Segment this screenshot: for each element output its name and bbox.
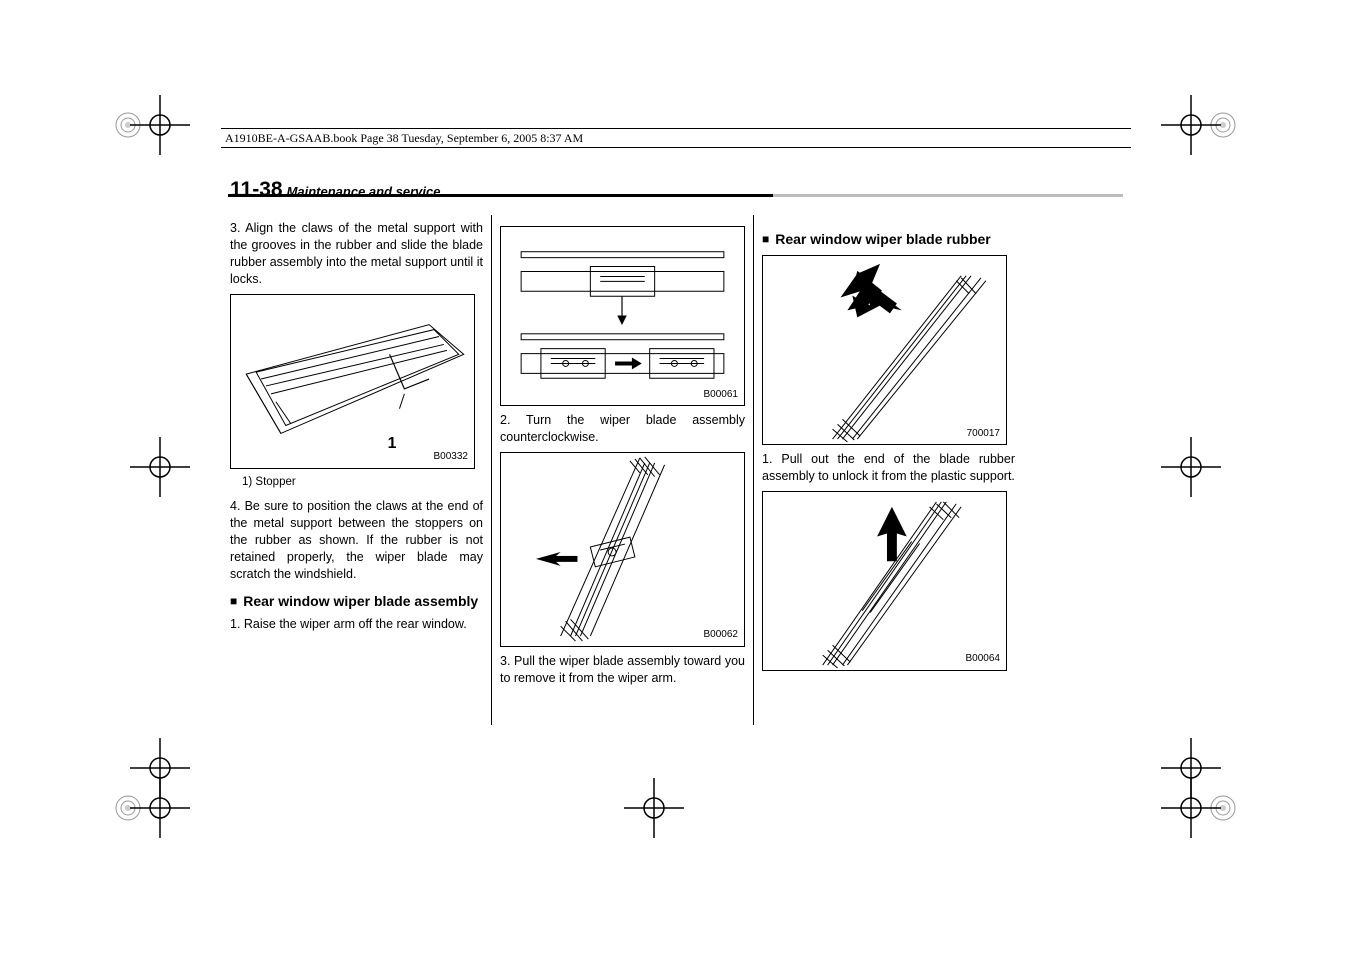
file-annotation: A1910BE-A-GSAAB.book Page 38 Tuesday, Se… [225, 131, 583, 146]
heading-rear-assembly: ■ Rear window wiper blade assembly [230, 592, 483, 611]
file-annotation-text: A1910BE-A-GSAAB.book Page 38 Tuesday, Se… [225, 131, 583, 145]
crop-mark [624, 778, 684, 838]
figure-b00064: B00064 [762, 491, 1007, 671]
crop-mark [130, 778, 190, 838]
heading-rear-rubber: ■ Rear window wiper blade rubber [762, 230, 1015, 249]
crop-mark [1161, 437, 1221, 497]
rubber-unlock-illustration [763, 492, 1006, 670]
wiper-turn-illustration [501, 227, 744, 405]
heading-text: Rear window wiper blade rubber [775, 230, 990, 249]
column-2: B00061 2. Turn the wiper blade assembly … [492, 210, 753, 725]
content-area: 3. Align the claws of the metal support … [230, 210, 1068, 725]
step-2-text: 2. Turn the wiper blade assembly counter… [500, 412, 745, 446]
figure-700017: 700017 [762, 255, 1007, 445]
heading-text: Rear window wiper blade assembly [243, 592, 478, 611]
figure-ref: B00062 [704, 628, 738, 642]
figure-b00332: 1 B00332 [230, 294, 475, 469]
step-4-text: 4. Be sure to position the claws at the … [230, 498, 483, 582]
legend-stopper: 1) Stopper [242, 475, 483, 491]
figure-ref: B00064 [966, 652, 1000, 666]
crop-mark [1161, 95, 1221, 155]
page-number: 11-38 [230, 178, 283, 202]
wiper-blade-stopper-illustration: 1 [231, 295, 474, 468]
step-1-text: 1. Raise the wiper arm off the rear wind… [230, 616, 483, 633]
figure-ref: B00061 [704, 388, 738, 402]
rubber-pullout-illustration [763, 256, 1006, 444]
column-3: ■ Rear window wiper blade rubber [754, 210, 1015, 725]
arrow-icon [877, 507, 907, 561]
arrow-icon [840, 264, 901, 317]
crop-mark [130, 437, 190, 497]
square-bullet-icon: ■ [762, 230, 769, 249]
step-3-pull-text: 3. Pull the wiper blade assembly toward … [500, 653, 745, 687]
figure-ref: B00332 [434, 450, 468, 464]
wiper-pull-illustration [501, 453, 744, 646]
column-1: 3. Align the claws of the metal support … [230, 210, 491, 725]
figure-ref: 700017 [967, 427, 1000, 441]
crop-mark [130, 95, 190, 155]
callout-1: 1 [388, 435, 397, 452]
page-header: 11-38 Maintenance and service [230, 178, 1121, 202]
figure-b00062: B00062 [500, 452, 745, 647]
figure-b00061: B00061 [500, 226, 745, 406]
crop-mark [1161, 778, 1221, 838]
rubber-step-1-text: 1. Pull out the end of the blade rubber … [762, 451, 1015, 485]
square-bullet-icon: ■ [230, 592, 237, 611]
step-3-text: 3. Align the claws of the metal support … [230, 220, 483, 288]
header-rule [228, 194, 1123, 197]
